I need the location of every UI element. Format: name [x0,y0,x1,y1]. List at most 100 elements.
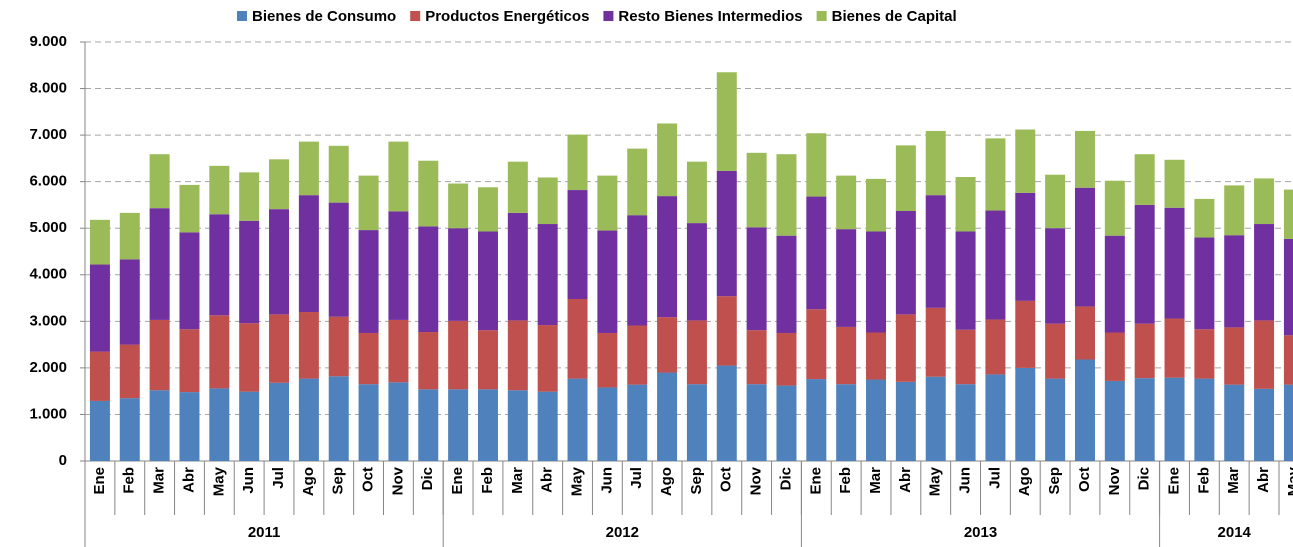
bar-segment [388,141,409,212]
bar-segment [1104,332,1125,381]
bar-segment [418,389,439,461]
bar-segment [567,190,588,299]
x-tick-label: Oct [1076,467,1093,492]
year-label: 2011 [248,524,281,541]
bar-segment [537,224,558,326]
x-tick-label: Sep [1046,467,1063,495]
bar-segment [1134,378,1155,461]
bar-segment [149,154,170,209]
x-tick-label: Mar [867,467,884,494]
x-tick-label: Jul [628,467,645,489]
bar-segment [1194,378,1215,461]
legend-label: Bienes de Capital [832,8,957,25]
bar-segment [537,325,558,392]
bar-segment [1194,237,1215,330]
bar-segment [746,384,767,461]
bar-segment [89,264,110,352]
bar-segment [418,160,439,227]
x-tick-label: Abr [180,467,197,493]
bar-segment [776,235,797,333]
y-tick-label: 7.000 [29,126,67,143]
bar-segment [597,230,618,333]
x-tick-label: Oct [360,467,377,492]
bar-segment [418,332,439,390]
bar-segment [1074,187,1095,307]
bar-segment [328,376,349,461]
x-tick-label: Jun [240,467,257,494]
bar-segment [657,372,678,461]
bar-segment [955,384,976,461]
bar-segment [955,231,976,330]
bar-segment [895,145,916,211]
bar-segment [1104,180,1125,236]
legend-swatch [816,11,827,21]
bar-segment [1045,228,1066,324]
bar-segment [1254,320,1275,389]
bar-segment [209,165,230,215]
x-tick-label: May [210,466,227,496]
x-tick-label: Mar [509,467,526,494]
x-tick-label: Dic [1136,467,1153,490]
bar-segment [895,381,916,461]
bar-segment [836,326,857,385]
bar-segment [686,384,707,461]
bar-segment [627,148,648,216]
x-tick-label: Ene [91,467,108,495]
bar-segment [806,133,827,197]
bar-segment [1134,154,1155,205]
bar-segment [895,314,916,382]
x-tick-label: Jul [270,467,287,489]
bar-segment [209,214,230,316]
bar-segment [1104,380,1125,461]
bar-segment [836,229,857,327]
bar-segment [1015,129,1036,193]
bar-segment [716,365,737,461]
bar-segment [269,159,290,210]
bar-segment [507,161,528,213]
bar-segment [866,178,887,232]
bar-segment [358,332,379,385]
bar-segment [537,391,558,461]
x-tick-label: Ago [658,467,675,496]
x-tick-label: Feb [121,467,138,494]
bar-segment [1045,378,1066,461]
y-tick-label: 8.000 [29,80,67,97]
bar-segment [418,226,439,333]
bar-segment [955,177,976,232]
x-tick-label: Nov [1106,466,1123,495]
bar-segment [1283,384,1293,461]
bar-segment [746,330,767,385]
bar-segment [1224,235,1245,328]
bar-segment [1015,192,1036,301]
bar-segment [925,195,946,308]
bar-segment [328,316,349,377]
x-tick-label: Mar [151,467,168,494]
bar-segment [1224,185,1245,236]
bar-segment [925,376,946,461]
bar-segment [716,170,737,297]
y-tick-label: 6.000 [29,173,67,190]
bar-segment [597,387,618,461]
x-tick-label: Feb [479,467,496,494]
bar-segment [1194,198,1215,238]
y-tick-label: 3.000 [29,312,67,329]
bar-segment [1045,174,1066,229]
bar-segment [746,152,767,228]
bar-segment [89,400,110,461]
bar-segment [1224,384,1245,461]
bar-segment [686,320,707,385]
bar-segment [776,332,797,386]
bar-segment [1283,238,1293,336]
bar-segment [179,392,200,461]
bar-segment [657,123,678,197]
x-tick-label: May [927,466,944,496]
y-tick-label: 0 [59,452,67,469]
bar-segment [358,175,379,231]
bar-segment [1134,204,1155,324]
bar-segment [179,232,200,330]
x-tick-label: Ene [807,467,824,495]
bar-segment [1164,159,1185,208]
bar-segment [627,215,648,326]
y-tick-label: 1.000 [29,405,67,422]
bar-segment [985,138,1006,211]
